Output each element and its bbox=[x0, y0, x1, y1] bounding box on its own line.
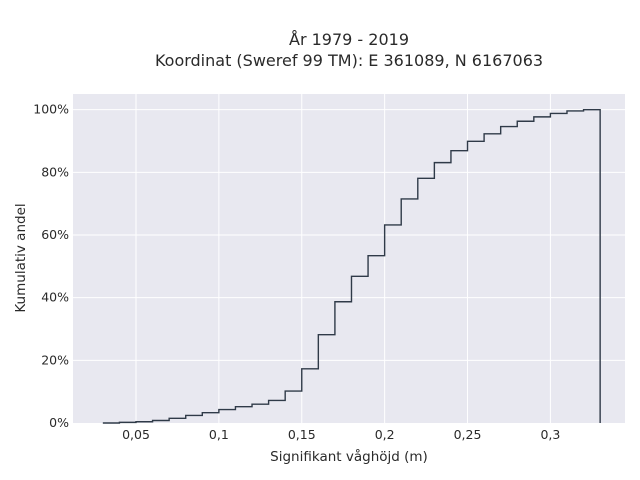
chart-title: År 1979 - 2019 Koordinat (Sweref 99 TM):… bbox=[155, 30, 543, 70]
x-tick-label: 0,2 bbox=[375, 427, 395, 442]
y-tick-label: 100% bbox=[33, 102, 69, 117]
cumulative-step-line bbox=[102, 108, 601, 424]
plot-area bbox=[73, 94, 625, 423]
x-tick-label: 0,1 bbox=[209, 427, 229, 442]
chart-title-line1: År 1979 - 2019 bbox=[289, 30, 409, 49]
x-tick-label: 0,05 bbox=[122, 427, 150, 442]
y-tick-label: 60% bbox=[41, 227, 69, 242]
gridlines bbox=[73, 94, 625, 423]
chart-title-line2: Koordinat (Sweref 99 TM): E 361089, N 61… bbox=[155, 51, 543, 70]
y-tick-label: 40% bbox=[41, 290, 69, 305]
x-tick-label: 0,25 bbox=[454, 427, 482, 442]
x-axis-ticks: 0,05 0,1 0,15 0,2 0,25 0,3 bbox=[122, 427, 560, 442]
y-tick-label: 0% bbox=[49, 415, 69, 430]
series bbox=[102, 108, 601, 424]
y-axis-label: Kumulativ andel bbox=[13, 203, 29, 312]
x-tick-label: 0,3 bbox=[540, 427, 560, 442]
x-tick-label: 0,15 bbox=[288, 427, 316, 442]
y-axis-ticks: 0% 20% 40% 60% 80% 100% bbox=[33, 102, 69, 430]
y-tick-label: 80% bbox=[41, 164, 69, 179]
y-tick-label: 20% bbox=[41, 352, 69, 367]
x-axis-label: Signifikant våghöjd (m) bbox=[270, 448, 428, 465]
